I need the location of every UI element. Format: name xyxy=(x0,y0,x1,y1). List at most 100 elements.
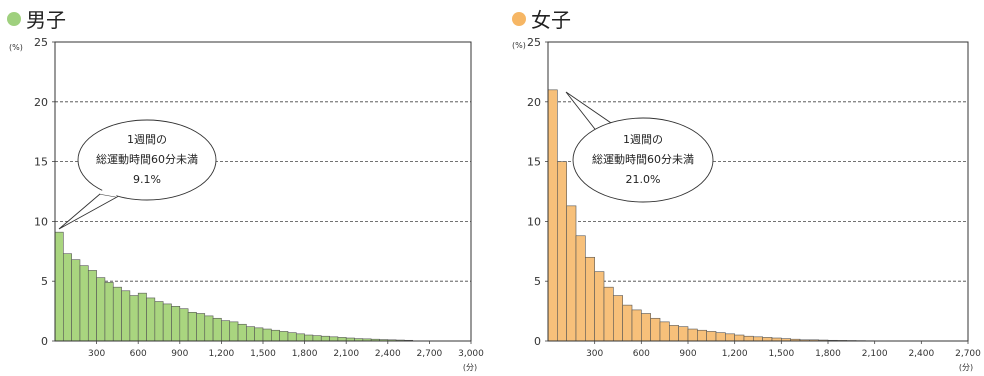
callout-text-line: 総運動時間60分未満 xyxy=(592,152,694,166)
histogram-bar xyxy=(105,282,113,341)
x-axis-unit: (分) xyxy=(463,363,477,372)
histogram-bar xyxy=(155,302,163,341)
histogram-bar xyxy=(130,296,138,341)
x-tick-label: 1,500 xyxy=(250,349,276,359)
callout-text-line: 1週間の xyxy=(127,133,167,146)
x-tick-label: 300 xyxy=(586,349,603,359)
x-tick-label: 2,100 xyxy=(862,349,888,359)
histogram-bar xyxy=(180,309,188,341)
histogram-bar xyxy=(669,325,678,341)
histogram-bar xyxy=(604,287,613,341)
callout-text-line: 総運動時間60分未満 xyxy=(96,152,198,166)
x-tick-label: 2,400 xyxy=(908,349,934,359)
y-tick-label: 15 xyxy=(527,156,541,169)
histogram-bar xyxy=(122,291,130,341)
y-tick-label: 15 xyxy=(34,156,48,169)
histogram-bar xyxy=(97,278,105,341)
x-tick-label: 2,400 xyxy=(375,349,401,359)
histogram-bar xyxy=(55,232,63,341)
y-axis-unit: (%) xyxy=(9,43,23,52)
histogram-bar xyxy=(623,305,632,341)
x-tick-label: 1,200 xyxy=(722,349,748,359)
histogram-bar xyxy=(576,236,585,341)
histogram-bar xyxy=(660,322,669,341)
histogram-bar xyxy=(330,337,338,341)
y-tick-label: 5 xyxy=(41,275,48,288)
histogram-bar xyxy=(707,331,716,341)
histogram-bar xyxy=(753,337,762,341)
x-tick-label: 2,700 xyxy=(417,349,443,359)
x-tick-label: 600 xyxy=(633,349,650,359)
histogram-bar xyxy=(230,322,238,341)
histogram-bar xyxy=(305,335,313,341)
y-tick-label: 10 xyxy=(34,215,48,228)
histogram-bar xyxy=(80,266,88,341)
histogram-bar xyxy=(595,272,604,341)
histogram-bar xyxy=(296,334,304,341)
histogram-bar xyxy=(585,257,594,341)
histogram-bar xyxy=(557,162,566,341)
histogram-bar xyxy=(338,337,346,341)
histogram-bar xyxy=(221,321,229,341)
histogram-bar xyxy=(632,310,641,341)
title-marker-dot xyxy=(512,12,526,26)
x-tick-label: 2,100 xyxy=(333,349,359,359)
y-tick-label: 20 xyxy=(527,96,541,109)
chart-title: 女子 xyxy=(531,8,571,32)
histogram-bar xyxy=(725,334,734,341)
x-tick-label: 600 xyxy=(130,349,147,359)
x-tick-label: 1,800 xyxy=(815,349,841,359)
histogram-bar xyxy=(163,304,171,341)
histogram-bar xyxy=(246,327,254,341)
x-tick-label: 1,800 xyxy=(292,349,318,359)
x-tick-label: 300 xyxy=(88,349,105,359)
histogram-bar xyxy=(735,335,744,341)
histogram-bar xyxy=(567,206,576,341)
x-tick-label: 1,200 xyxy=(209,349,235,359)
histogram-bar xyxy=(205,316,213,341)
x-tick-label: 2,700 xyxy=(955,349,981,359)
histogram-bar xyxy=(744,336,753,341)
histogram-bar xyxy=(288,333,296,341)
x-axis-unit: (分) xyxy=(959,363,973,372)
title-marker-dot xyxy=(7,12,21,26)
histogram-bar xyxy=(171,306,179,341)
histogram-bar xyxy=(651,318,660,341)
histogram-bar xyxy=(679,327,688,341)
x-tick-label: 900 xyxy=(679,349,696,359)
histogram-bar xyxy=(138,293,146,341)
histogram-bar xyxy=(63,254,71,341)
histogram-bar xyxy=(280,331,288,341)
histogram-bar xyxy=(641,313,650,341)
y-tick-label: 5 xyxy=(534,275,541,288)
x-tick-label: 3,000 xyxy=(458,349,484,359)
histogram-bar xyxy=(313,336,321,341)
histogram-bar xyxy=(321,336,329,341)
callout-text-line: 21.0% xyxy=(626,173,661,186)
callout-text-line: 9.1% xyxy=(133,173,161,186)
histogram-bar xyxy=(263,329,271,341)
histogram-bar xyxy=(213,318,221,341)
histogram-bar xyxy=(716,333,725,341)
histogram-bar xyxy=(196,313,204,341)
callout-pointer xyxy=(59,194,117,229)
histogram-bar xyxy=(688,329,697,341)
histogram-bar xyxy=(238,324,246,341)
x-tick-label: 1,500 xyxy=(768,349,794,359)
histogram-bar xyxy=(88,270,96,341)
y-axis-unit: (%) xyxy=(512,41,526,50)
callout-text-line: 1週間の xyxy=(623,133,663,146)
histogram-bar xyxy=(548,90,557,341)
chart-title: 男子 xyxy=(26,8,66,32)
histogram-bar xyxy=(697,330,706,341)
histogram-bar xyxy=(613,296,622,341)
y-tick-label: 25 xyxy=(527,36,541,49)
histogram-bar xyxy=(255,328,263,341)
histogram-bar xyxy=(271,330,279,341)
histogram-bar xyxy=(763,337,772,341)
